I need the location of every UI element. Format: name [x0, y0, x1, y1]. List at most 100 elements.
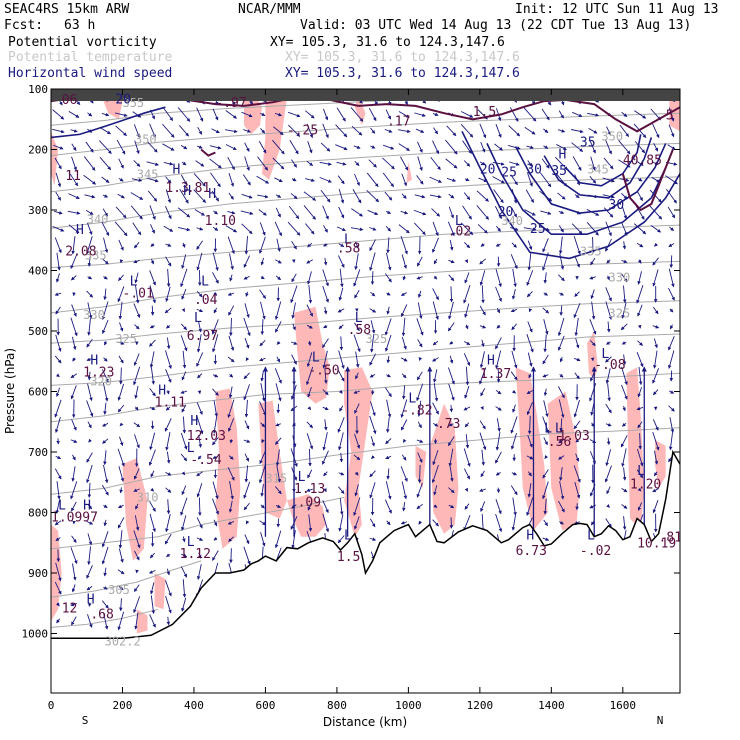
wind-vector-arrow [260, 370, 264, 382]
wind-vector-arrow [196, 308, 204, 313]
wind-vector-arrow [70, 275, 77, 281]
wind-vector-arrow [543, 437, 548, 446]
wind-vector-arrow [398, 224, 410, 234]
wind-vector-arrow [335, 144, 348, 151]
wind-vector-arrow [350, 227, 364, 232]
wind-vector-arrow [542, 481, 549, 500]
wind-contour-label: 25 [530, 222, 546, 237]
wind-vector-arrow [669, 324, 674, 330]
wind-vector-arrow [118, 530, 123, 549]
wind-vector-arrow [448, 259, 455, 264]
wind-vector-arrow [559, 418, 563, 432]
extremum-marker: H [83, 498, 91, 513]
wind-vector-arrow [87, 503, 93, 510]
wind-vector-arrow [385, 455, 392, 460]
wind-vector-arrow [336, 226, 346, 232]
wind-vector-arrow [652, 269, 659, 287]
wind-vector-arrow [88, 438, 92, 443]
wind-vector-arrow [227, 157, 235, 171]
extremum-value-label: -.54 [190, 453, 221, 468]
wind-vector-arrow [118, 586, 124, 591]
wind-vector-arrow [229, 274, 233, 282]
wind-vector-arrow [102, 438, 109, 444]
wind-vector-arrow [465, 366, 470, 386]
wind-vector-arrow [165, 487, 172, 493]
wind-vector-arrow [55, 562, 62, 582]
wind-vector-arrow [418, 357, 423, 362]
terrain-mask [51, 452, 680, 693]
wind-vector-arrow [354, 160, 360, 166]
wind-vector-arrow [448, 274, 455, 282]
wind-vector-arrow [401, 336, 407, 350]
wind-vector-arrow [464, 272, 470, 284]
wind-vector-arrow [480, 470, 485, 478]
extremum-marker: L [637, 464, 645, 479]
wind-vector-arrow [369, 518, 376, 528]
wind-vector-arrow [511, 242, 517, 248]
extremum-value-label: 1.5 [337, 550, 360, 565]
wind-vector-arrow [479, 325, 487, 329]
wind-vector-arrow [543, 519, 548, 527]
extremum-value-label: .02 [448, 224, 471, 239]
wind-vector-arrow [291, 530, 296, 549]
wind-vector-arrow [227, 236, 235, 255]
wind-vector-arrow [495, 406, 502, 411]
wind-vector-arrow [386, 306, 390, 315]
wind-vector-arrow [211, 319, 219, 335]
wind-vector-arrow [526, 455, 534, 460]
wind-vector-arrow [557, 386, 565, 399]
wind-vector-arrow [83, 156, 96, 171]
wind-vector-arrow [652, 257, 659, 266]
wind-vector-arrow [289, 140, 299, 155]
wind-vector-arrow [118, 158, 124, 169]
wind-vector-arrow [117, 448, 125, 467]
wind-vector-arrow [652, 123, 660, 139]
wind-vector-arrow [149, 351, 155, 368]
wind-vector-arrow [68, 224, 80, 234]
wind-vector-arrow [275, 383, 282, 402]
wind-vector-arrow [305, 223, 315, 235]
wind-vector-arrow [209, 145, 222, 150]
wind-vector-arrow [130, 205, 143, 220]
wind-vector-arrow [212, 334, 219, 353]
wind-vector-arrow [400, 304, 408, 317]
wind-vector-arrow [71, 535, 77, 543]
wind-vector-arrow [55, 455, 62, 460]
wind-vector-arrow [401, 385, 406, 400]
x-tick-label: 1200 [467, 699, 494, 712]
theta-contour-label: 310 [137, 491, 159, 505]
pv-shaded-region [154, 573, 166, 610]
wind-vector-arrow [56, 602, 60, 607]
wind-vector-arrow [574, 255, 580, 268]
wind-vector-arrow [496, 307, 500, 314]
wind-vector-arrow [382, 172, 394, 188]
wind-vector-arrow [149, 285, 156, 304]
wind-vector-arrow [322, 269, 329, 287]
wind-vector-arrow [198, 497, 202, 516]
wind-vector-arrow [480, 405, 484, 410]
wind-vector-arrow [119, 598, 123, 612]
wind-vector-arrow [574, 372, 580, 380]
wind-vector-arrow [54, 399, 62, 418]
extremum-value-label: 12 [62, 601, 78, 616]
wind-vector-arrow [668, 350, 675, 369]
wind-vector-arrow [227, 399, 235, 418]
wind-vector-arrow [150, 305, 155, 316]
wind-vector-arrow [668, 432, 673, 451]
wind-vector-arrow [543, 128, 549, 134]
wind-vector-arrow [402, 501, 406, 512]
wind-vector-arrow [290, 285, 298, 304]
wind-vector-arrow [511, 207, 517, 218]
wind-vector-arrow [307, 406, 312, 411]
wind-vector-arrow [463, 515, 471, 531]
wind-vector-arrow [370, 127, 376, 134]
wind-vector-arrow [165, 513, 171, 533]
wind-vector-arrow [84, 194, 96, 199]
pv-shaded-region [429, 403, 459, 534]
wind-vector-arrow [496, 418, 501, 432]
wind-vector-arrow [575, 438, 580, 443]
wind-vector-arrow [337, 175, 345, 185]
wind-vector-arrow [307, 387, 312, 398]
wind-vector-arrow [85, 209, 94, 215]
wind-vector-arrow [494, 143, 503, 151]
